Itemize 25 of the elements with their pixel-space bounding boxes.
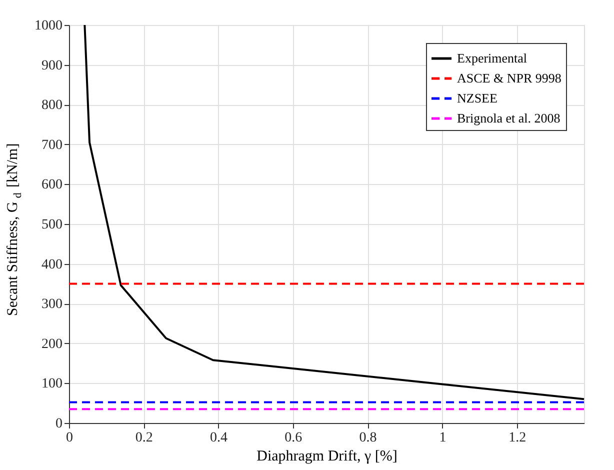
legend-label: Brignola et al. 2008 [457,110,560,126]
y-axis-title: Secant Stiffness, Gd [kN/m] [5,143,24,316]
y-tick-label: 200 [42,336,62,352]
y-tick-label: 300 [42,297,62,312]
y-tick-label: 100 [42,376,62,392]
x-tick-label: 0.8 [359,430,377,446]
y-tick-label: 400 [42,257,62,272]
y-tick-label: 0 [56,416,62,432]
legend-label: NZSEE [457,90,498,106]
x-tick-label: 0 [66,430,73,446]
x-tick-label: 1 [439,430,446,446]
y-tick-label: 500 [42,218,62,232]
legend-label: Experimental [457,50,528,66]
line-series [84,24,585,400]
x-tick-label: 0.4 [210,430,228,446]
x-tick-label: 0.2 [135,430,153,446]
x-tick-label: 0.6 [284,430,302,446]
y-tick-label: 700 [42,138,62,153]
legend-label: ASCE & NPR 9998 [457,70,562,86]
y-tick-label: 1000 [34,18,62,34]
x-axis-title: Diaphragm Drift, γ [%] [256,448,398,464]
x-tick-label: 1.2 [508,430,526,446]
y-tick-label: 900 [42,58,62,74]
y-tick-label: 800 [42,98,62,114]
y-tick-label: 600 [42,178,62,193]
